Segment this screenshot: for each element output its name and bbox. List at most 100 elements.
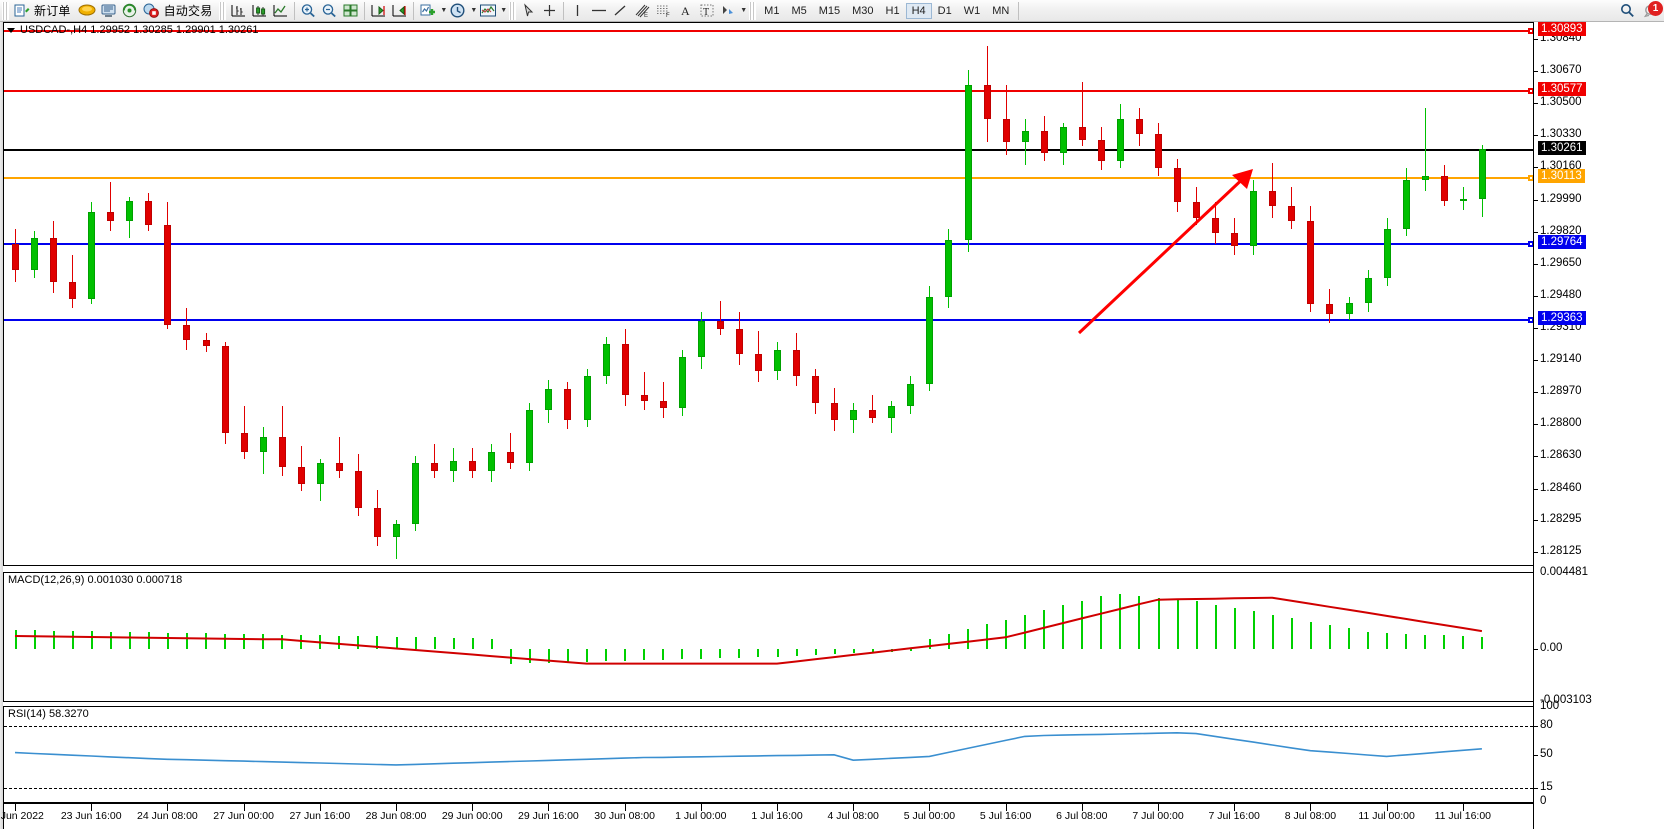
text-label-icon[interactable]: T bbox=[696, 1, 717, 21]
price-tick-label: 1.30330 bbox=[1540, 128, 1582, 141]
vertical-line-icon[interactable] bbox=[567, 1, 588, 21]
candle-body bbox=[278, 436, 286, 467]
timeframe-m30[interactable]: M30 bbox=[852, 4, 874, 17]
price-tick-label: 1.30840 bbox=[1540, 32, 1582, 44]
macd-histogram-bar bbox=[357, 636, 360, 649]
chart-collapse-arrow[interactable] bbox=[6, 25, 16, 35]
network-icon[interactable] bbox=[119, 1, 140, 21]
price-level-label[interactable]: 1.30577 bbox=[1538, 81, 1586, 96]
candle bbox=[564, 23, 572, 565]
price-level-label[interactable]: 1.30261 bbox=[1538, 141, 1586, 156]
macd-pane[interactable]: MACD(12,26,9) 0.001030 0.000718 bbox=[3, 572, 1533, 702]
candle bbox=[545, 23, 553, 565]
search-icon[interactable] bbox=[1617, 1, 1638, 21]
auto-trading-label[interactable]: 自动交易 bbox=[163, 4, 213, 18]
price-level-label[interactable]: 1.30893 bbox=[1538, 22, 1586, 36]
line-chart-icon[interactable] bbox=[270, 1, 291, 21]
candle-body bbox=[1478, 149, 1486, 199]
period-dropdown-arrow[interactable]: ▼ bbox=[470, 7, 478, 14]
zoom-in-icon[interactable] bbox=[298, 1, 319, 21]
arrows-icon[interactable] bbox=[717, 1, 739, 21]
price-plot-area[interactable] bbox=[4, 23, 1533, 565]
fibonacci-icon[interactable]: F bbox=[653, 1, 675, 21]
candle-body bbox=[621, 344, 629, 396]
price-scale[interactable]: 1.30840 1.30670 1.30500 1.30330 1.30160 1.299… bbox=[1533, 22, 1664, 829]
indicators-dropdown-arrow[interactable]: ▼ bbox=[440, 7, 448, 14]
bullish-trend-arrow[interactable] bbox=[4, 23, 1532, 565]
level-handle[interactable] bbox=[1528, 27, 1533, 34]
chart-canvas[interactable]: USDCAD-,H4 1.29952 1.30285 1.29901 1.302… bbox=[0, 22, 1664, 829]
toolbar-grip[interactable] bbox=[2, 1, 9, 20]
level-handle[interactable] bbox=[1528, 241, 1533, 248]
candle-body bbox=[926, 296, 934, 384]
bar-chart-icon[interactable] bbox=[228, 1, 249, 21]
candle bbox=[697, 23, 705, 565]
horizontal-line-icon[interactable] bbox=[588, 1, 610, 21]
timeframe-w1[interactable]: W1 bbox=[963, 4, 981, 17]
time-tick bbox=[91, 804, 93, 811]
period-clock-icon[interactable] bbox=[447, 1, 469, 21]
timeframe-h4[interactable]: H4 bbox=[905, 2, 932, 19]
arrows-dropdown-arrow[interactable]: ▼ bbox=[740, 7, 748, 14]
rsi-pane[interactable]: RSI(14) 58.3270 bbox=[3, 706, 1533, 803]
timeframe-h1[interactable]: H1 bbox=[885, 4, 900, 17]
auto-trading-icon[interactable] bbox=[140, 1, 162, 21]
templates-icon[interactable] bbox=[477, 1, 499, 21]
autoscroll-icon[interactable] bbox=[389, 1, 410, 21]
candle-body bbox=[1326, 304, 1334, 314]
price-level-label[interactable]: 1.29764 bbox=[1538, 235, 1586, 250]
cursor-icon[interactable] bbox=[518, 1, 539, 21]
crosshair-icon[interactable] bbox=[539, 1, 560, 21]
time-axis[interactable]: 23 Jun 2022 23 Jun 16:00 24 Jun 08:00 27 Ju… bbox=[0, 803, 1533, 829]
toolbar-grip-3[interactable] bbox=[509, 1, 517, 20]
candle-wick bbox=[396, 519, 397, 560]
timeframe-d1[interactable]: D1 bbox=[937, 4, 952, 17]
candle bbox=[31, 23, 39, 565]
price-level-label[interactable]: 1.30113 bbox=[1538, 169, 1585, 184]
candlestick-chart-icon[interactable] bbox=[249, 1, 270, 21]
time-tick bbox=[472, 804, 474, 811]
candle bbox=[1116, 23, 1124, 565]
zoom-out-icon[interactable] bbox=[319, 1, 340, 21]
candle-body bbox=[31, 238, 39, 271]
trendline-icon[interactable] bbox=[610, 1, 631, 21]
candle-body bbox=[602, 344, 610, 377]
level-handle[interactable] bbox=[1528, 175, 1533, 182]
chart-scroll-strip[interactable] bbox=[0, 22, 3, 829]
timeframe-mn[interactable]: MN bbox=[992, 4, 1010, 17]
time-axis-label: 4 Jul 08:00 bbox=[827, 810, 879, 822]
timeframe-m5[interactable]: M5 bbox=[791, 4, 807, 17]
price-pane[interactable]: USDCAD-,H4 1.29952 1.30285 1.29901 1.302… bbox=[3, 22, 1533, 566]
timeframe-m1[interactable]: M1 bbox=[764, 4, 780, 17]
macd-histogram-bar bbox=[605, 648, 608, 662]
tile-windows-icon[interactable] bbox=[340, 1, 361, 21]
candle-wick bbox=[338, 436, 340, 479]
timeframe-m15[interactable]: M15 bbox=[818, 4, 841, 17]
rsi-plot-area[interactable] bbox=[4, 707, 1533, 802]
level-handle[interactable] bbox=[1528, 316, 1533, 323]
new-order-label[interactable]: 新订单 bbox=[34, 4, 71, 18]
candle-body bbox=[716, 321, 724, 329]
paint-icon[interactable] bbox=[76, 1, 98, 21]
notifications-icon[interactable]: 1 bbox=[1638, 0, 1664, 21]
equidistant-channel-icon[interactable]: E bbox=[631, 1, 653, 21]
toolbar-grip-4[interactable] bbox=[749, 1, 757, 20]
text-icon[interactable]: A bbox=[675, 1, 696, 21]
new-order-icon[interactable] bbox=[11, 1, 32, 21]
level-handle[interactable] bbox=[1528, 87, 1533, 94]
macd-plot-area[interactable] bbox=[4, 573, 1533, 701]
toolbar-grip-2[interactable] bbox=[219, 1, 227, 20]
indicators-icon[interactable] bbox=[417, 1, 439, 21]
templates-dropdown-arrow[interactable]: ▼ bbox=[500, 7, 508, 14]
candle bbox=[1231, 23, 1239, 565]
terminal-icon[interactable] bbox=[98, 1, 119, 21]
price-tick bbox=[1534, 456, 1538, 458]
price-level-label[interactable]: 1.29363 bbox=[1538, 310, 1586, 325]
price-tick-label: 1.29650 bbox=[1540, 256, 1582, 269]
macd-histogram-bar bbox=[1424, 634, 1427, 649]
shift-chart-icon[interactable] bbox=[368, 1, 389, 21]
macd-histogram-bar bbox=[967, 629, 969, 649]
macd-histogram-bar bbox=[1462, 636, 1465, 649]
main-toolbar: 新订单 bbox=[0, 0, 1664, 22]
